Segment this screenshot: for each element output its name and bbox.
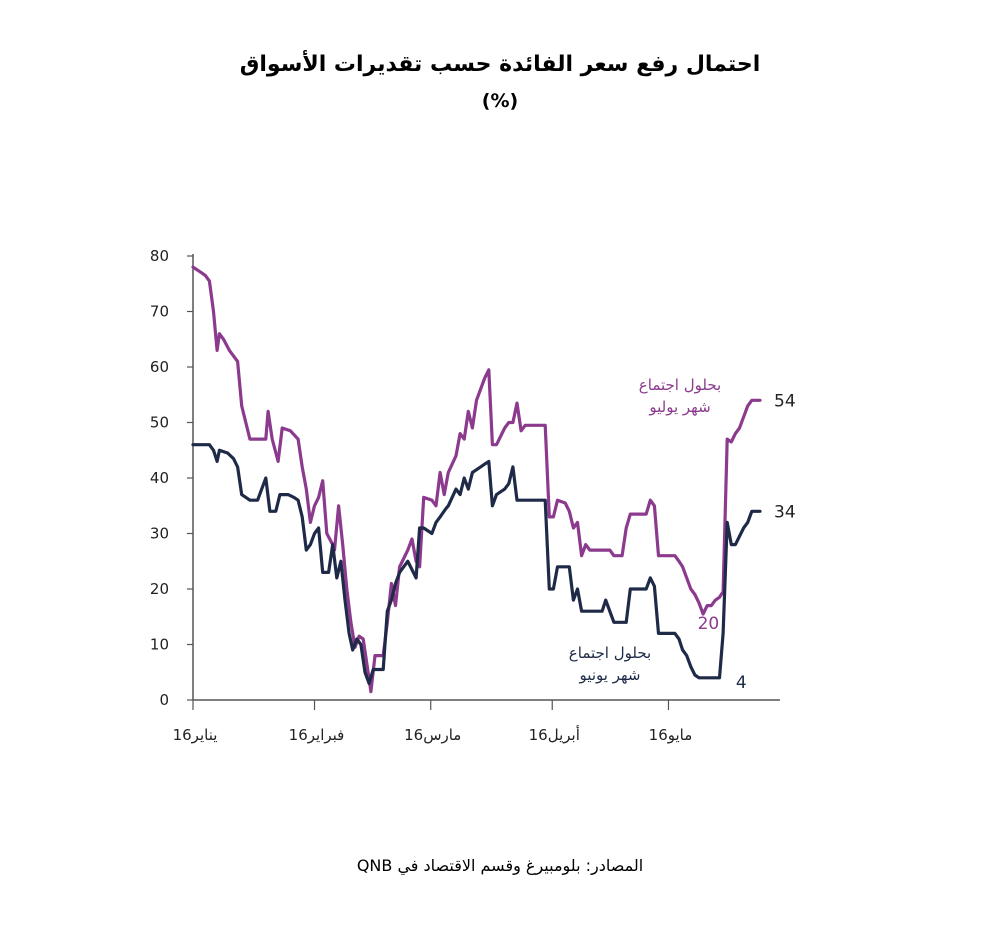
y-tick-label: 10 [150,636,169,654]
annotations: 54 بحلول اجتماع شهر يوليو 34 بحلول اجتماع شهر… [569,376,796,693]
series-annotation: بحلول اجتماع [569,644,651,662]
y-tick-label: 20 [150,580,169,598]
y-tick-label: 50 [150,414,169,432]
y-tick-label: 70 [150,303,169,321]
y-tick-label: 0 [159,691,169,709]
y-tick-label: 60 [150,358,169,376]
series-line [191,443,762,685]
y-tick-label: 80 [150,247,169,265]
y-tick-label: 30 [150,525,169,543]
series-line [191,265,762,694]
series-end-label: 54 [774,391,796,411]
y-tick-label: 40 [150,469,169,487]
source-note: المصادر: بلومبيرغ وقسم الاقتصاد في QNB [356,856,644,875]
series-lines [191,265,762,694]
chart-subtitle: (%) [481,90,519,112]
series-end-label: 34 [774,502,796,522]
y-axis-ticks: 0 10 20 30 40 50 60 70 80 [150,247,193,709]
series-annotation: شهر يونيو [579,666,641,684]
axes [192,254,780,701]
x-tick-label: أبريل16 [529,725,580,744]
low-point-label: 20 [698,614,720,634]
x-axis-ticks: يناير16 فبراير16 مارس16 أبريل16 مايو16 [173,700,693,744]
x-tick-label: مارس16 [404,726,461,744]
x-tick-label: يناير16 [173,726,218,744]
series-annotation: بحلول اجتماع [639,376,721,394]
series-annotation: شهر يوليو [648,398,710,416]
low-point-label: 4 [736,673,747,693]
x-tick-label: مايو16 [649,726,693,744]
chart-title: احتمال رفع سعر الفائدة حسب تقديرات الأسو… [239,52,761,77]
x-tick-label: فبراير16 [289,726,345,744]
